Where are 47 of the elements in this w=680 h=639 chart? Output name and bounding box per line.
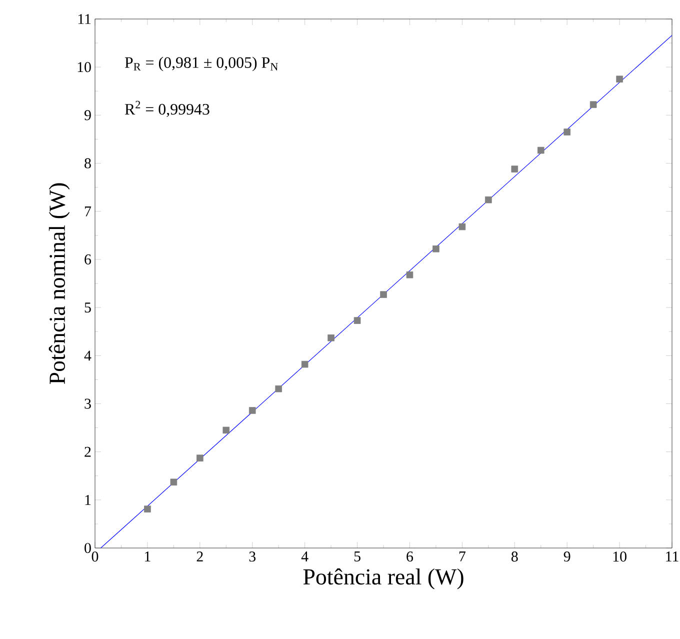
y-tick-label: 1 xyxy=(85,494,91,505)
point xyxy=(537,146,544,154)
y-tick-label: 3 xyxy=(84,398,91,409)
point xyxy=(354,317,361,324)
y-tick-label: 7 xyxy=(84,206,92,216)
x-tick-label: 7 xyxy=(459,552,466,562)
x-tick-label: 6 xyxy=(406,552,414,562)
x-tick-label: 11 xyxy=(666,552,678,562)
y-tick-label: 9 xyxy=(84,110,91,120)
x-axis-title: Potência real (W) xyxy=(303,568,464,590)
point xyxy=(380,291,387,298)
y-tick-label: 11 xyxy=(78,14,91,24)
y-axis-title: Potência nominal (W) xyxy=(48,183,70,384)
x-tick-label: 2 xyxy=(196,552,203,562)
annotation: P$_{R}$ = (0,981 ± 0,005) P$_{N}$ xyxy=(124,56,278,72)
point xyxy=(222,426,230,434)
x-tick-label: 9 xyxy=(564,552,570,562)
x-tick-label: 1 xyxy=(145,552,150,562)
y-tick-label: 6 xyxy=(84,254,92,264)
y-tick-label: 4 xyxy=(84,350,92,361)
x-tick-label: 10 xyxy=(613,552,626,562)
y-tick-label: 5 xyxy=(84,302,91,312)
point xyxy=(485,196,492,204)
point xyxy=(196,454,204,462)
point xyxy=(328,334,334,342)
point xyxy=(511,166,518,172)
point xyxy=(406,271,414,278)
x-tick-label: 0 xyxy=(92,552,98,562)
x-tick-label: 4 xyxy=(301,552,308,562)
y-tick-label: 8 xyxy=(84,158,91,168)
point xyxy=(590,101,597,108)
point xyxy=(564,128,570,136)
point xyxy=(248,407,256,414)
point xyxy=(301,360,308,368)
y-tick-label: 0 xyxy=(84,542,91,554)
annotation: R$^{2}$ = 0,99943 xyxy=(124,100,210,117)
x-tick-label: 3 xyxy=(249,552,256,562)
point xyxy=(170,478,178,486)
point xyxy=(432,245,440,252)
point xyxy=(144,506,151,512)
point xyxy=(275,385,282,392)
point xyxy=(458,223,466,230)
y-tick-label: 10 xyxy=(78,62,91,72)
x-tick-label: 5 xyxy=(354,552,360,562)
point xyxy=(616,76,623,83)
x-tick-label: 8 xyxy=(511,552,518,562)
y-tick-label: 2 xyxy=(84,446,91,457)
